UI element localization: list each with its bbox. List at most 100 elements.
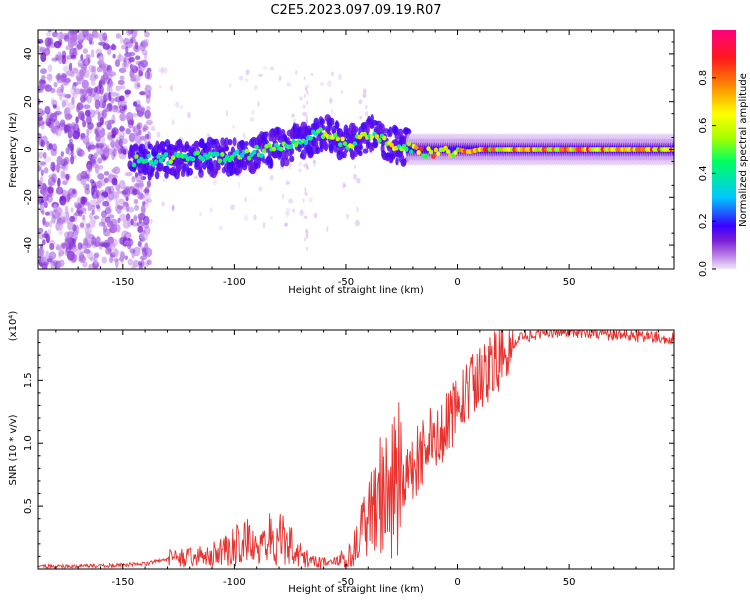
- noise-blob: [137, 240, 142, 248]
- noise-blob: [84, 109, 91, 117]
- noise-blob: [310, 72, 314, 76]
- noise-blob: [213, 179, 217, 186]
- noise-blob: [109, 241, 115, 251]
- noise-blob: [119, 75, 125, 80]
- noise-blob: [138, 107, 146, 115]
- noise-blob: [102, 32, 108, 42]
- noise-blob: [117, 217, 121, 224]
- noise-blob: [82, 120, 87, 128]
- noise-blob: [43, 167, 49, 174]
- noise-blob: [78, 209, 83, 217]
- noise-blob: [244, 78, 249, 83]
- noise-blob: [356, 177, 361, 184]
- noise-blob: [38, 248, 45, 257]
- noise-blob: [60, 242, 68, 248]
- noise-blob: [133, 198, 139, 205]
- noise-blob: [162, 178, 166, 183]
- noise-blob: [249, 116, 255, 122]
- noise-blob: [68, 62, 73, 72]
- spectrum-band: [405, 128, 412, 136]
- noise-blob: [143, 222, 149, 229]
- noise-blob: [122, 219, 131, 229]
- spectrum-ridge: [419, 146, 424, 152]
- spectrum-ridge: [153, 159, 159, 165]
- noise-blob: [145, 202, 149, 208]
- noise-blob: [244, 197, 247, 202]
- noise-blob: [70, 86, 74, 97]
- noise-blob: [41, 135, 48, 145]
- noise-blob: [88, 263, 96, 269]
- noise-blob: [136, 122, 143, 130]
- noise-blob: [80, 170, 88, 180]
- noise-blob: [140, 233, 148, 242]
- spectrum-ridge: [335, 136, 340, 142]
- spectrum-band: [365, 125, 370, 135]
- noise-blob: [134, 130, 142, 137]
- noise-blob: [101, 210, 107, 218]
- noise-blob: [124, 89, 132, 95]
- noise-blob: [291, 113, 295, 118]
- noise-blob: [119, 85, 126, 90]
- noise-blob: [116, 190, 122, 195]
- colorbar-gradient: [712, 30, 736, 269]
- noise-blob: [143, 137, 148, 143]
- noise-blob: [73, 81, 78, 87]
- noise-blob: [77, 32, 84, 41]
- noise-blob: [48, 251, 57, 260]
- noise-blob: [45, 250, 49, 260]
- noise-blob: [41, 140, 45, 148]
- noise-blob: [60, 74, 68, 79]
- noise-blob: [73, 47, 77, 53]
- spectrum-ridge: [171, 155, 176, 161]
- noise-blob: [44, 230, 48, 239]
- noise-blob: [359, 116, 363, 120]
- noise-blob: [118, 67, 127, 73]
- noise-blob: [85, 33, 94, 42]
- noise-blob: [137, 225, 144, 234]
- noise-blob: [102, 43, 111, 50]
- noise-blob: [111, 144, 118, 153]
- noise-blob: [305, 228, 308, 233]
- colorbar-ticks: 0.0 0.2 0.4 0.6 0.8: [698, 70, 716, 277]
- noise-blob: [79, 87, 84, 97]
- spectrum-band: [244, 141, 249, 147]
- spectrum-band: [315, 146, 321, 155]
- noise-blob: [305, 192, 308, 197]
- noise-blob: [138, 262, 143, 269]
- noise-blob: [90, 49, 95, 58]
- noise-blob: [98, 164, 104, 170]
- noise-blob: [237, 182, 241, 188]
- spectrum-ridge: [239, 153, 245, 158]
- noise-blob: [49, 113, 58, 123]
- noise-blob: [39, 189, 46, 194]
- noise-blob: [147, 259, 152, 266]
- noise-blob: [55, 105, 61, 111]
- noise-blob: [109, 255, 114, 264]
- noise-blob: [123, 55, 129, 61]
- noise-blob: [302, 198, 305, 203]
- spectrum-band: [197, 161, 204, 170]
- noise-blob: [131, 112, 139, 118]
- noise-blob: [303, 93, 306, 98]
- noise-blob: [65, 194, 71, 203]
- noise-blob: [111, 151, 116, 161]
- noise-blob: [225, 109, 228, 117]
- noise-blob: [292, 118, 297, 124]
- noise-blob: [127, 258, 134, 266]
- spectrum-ridge: [352, 141, 358, 147]
- spectrum-y-tick-label: -20: [23, 189, 34, 205]
- noise-blob: [133, 81, 141, 90]
- noise-blob: [308, 197, 313, 203]
- noise-blob: [107, 69, 115, 75]
- noise-blob: [127, 30, 132, 37]
- noise-blob: [138, 261, 143, 266]
- spectrum-ridge: [443, 145, 448, 151]
- noise-blob: [132, 125, 136, 133]
- spectrum-ridge: [446, 149, 451, 155]
- noise-blob: [313, 160, 316, 167]
- noise-blob: [103, 228, 111, 237]
- noise-blob: [305, 119, 308, 124]
- snr-x-label: Height of straight line (km): [288, 584, 424, 595]
- spectrum-ridge: [416, 150, 421, 155]
- noise-blob: [94, 189, 101, 198]
